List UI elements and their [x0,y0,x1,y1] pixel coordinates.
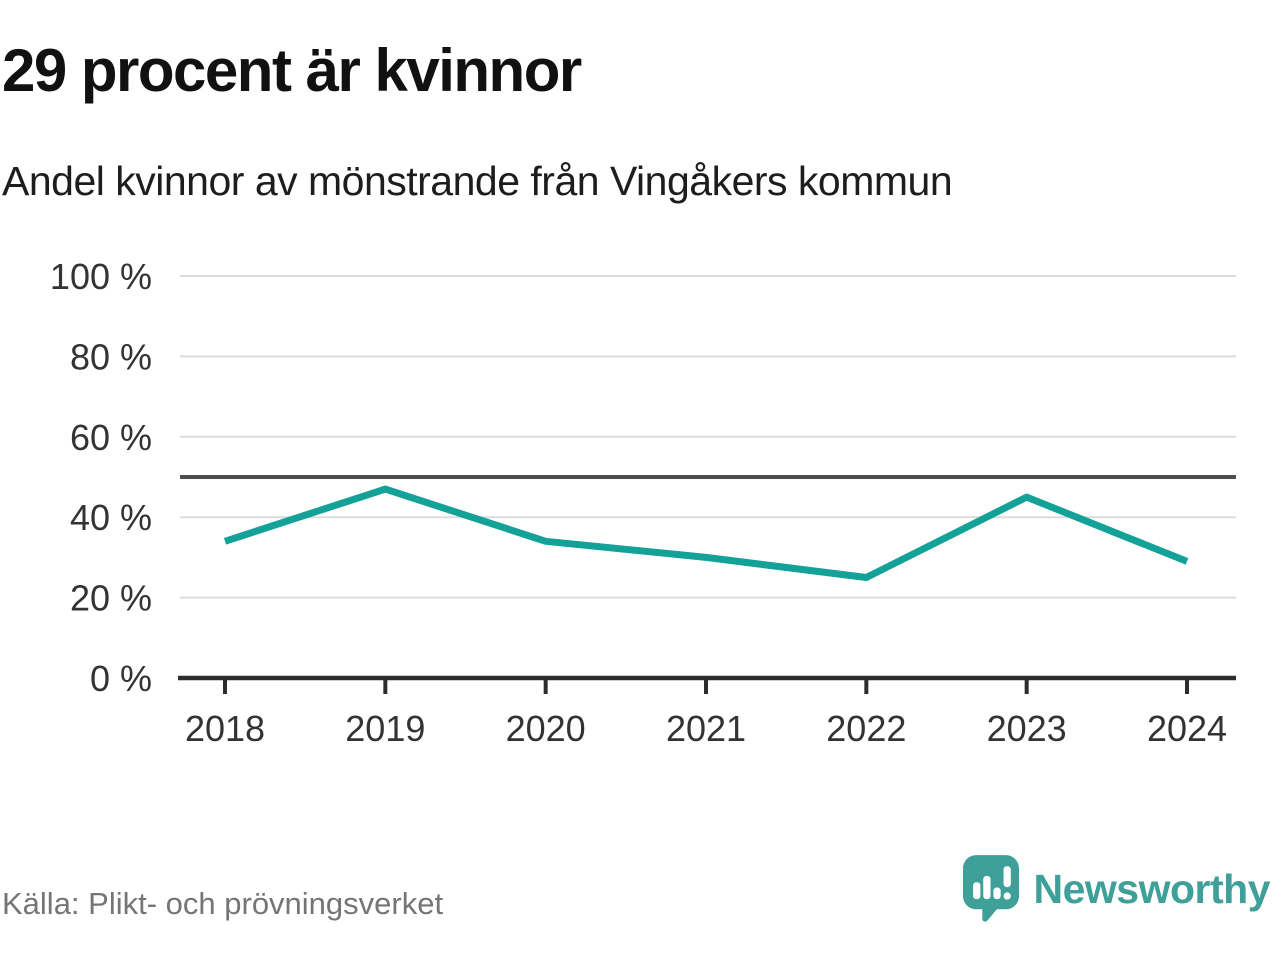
newsworthy-logo-icon [962,855,1019,922]
y-tick-label: 80 % [70,336,152,377]
x-tick-label: 2018 [185,708,265,749]
chart-subtitle: Andel kvinnor av mönstrande från Vingåke… [2,158,953,204]
x-tick-label: 2021 [666,708,746,749]
x-tick-label: 2020 [506,708,586,749]
y-tick-label: 40 % [70,497,152,538]
y-tick-label: 100 % [50,256,152,297]
newsworthy-logo[interactable]: Newsworthy [962,854,1271,924]
y-tick-label: 20 % [70,578,152,619]
y-tick-label: 0 % [90,658,152,699]
chart-title: 29 procent är kvinnor [2,37,582,104]
y-tick-label: 60 % [70,417,152,458]
source-note: Källa: Plikt- och prövningsverket [2,886,444,921]
x-tick-label: 2024 [1147,708,1227,749]
x-tick-label: 2022 [826,708,906,749]
data-line [223,485,1189,581]
x-tick-label: 2023 [987,708,1067,749]
x-tick-label: 2019 [345,708,425,749]
newsworthy-logo-text: Newsworthy [1033,865,1271,912]
